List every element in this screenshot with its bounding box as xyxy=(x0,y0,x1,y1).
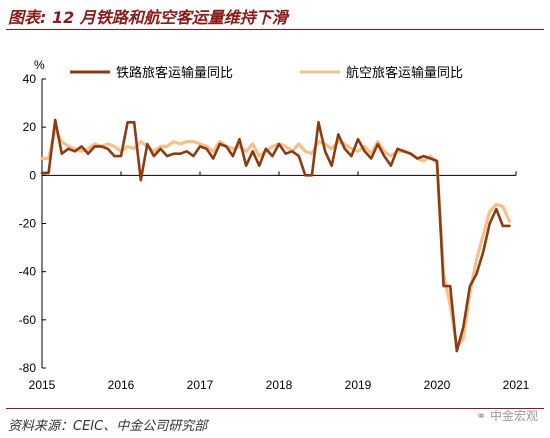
x-tick-label: 2018 xyxy=(266,378,293,392)
x-tick-label: 2016 xyxy=(108,378,135,392)
y-tick-label: 40 xyxy=(23,72,37,86)
series-line-rail xyxy=(40,118,511,353)
source-note: 资料来源：CEIC、中金公司研究部 xyxy=(8,419,208,434)
x-tick-label: 2017 xyxy=(187,378,214,392)
wechat-icon: ⚭ xyxy=(476,409,487,423)
x-tick-label: 2015 xyxy=(29,378,56,392)
y-tick-label: -40 xyxy=(19,265,37,279)
y-tick-label: -60 xyxy=(19,313,37,327)
line-chart: -80 -60 -40 -20 0 20 40% 2015 2016 2017 2018 2019 20… xyxy=(19,58,530,392)
x-tick-label: 2019 xyxy=(345,378,372,392)
x-tick-label: 2021 xyxy=(503,378,530,392)
title-divider xyxy=(6,29,544,30)
series-line-air xyxy=(40,128,511,348)
watermark: ⚭ 中金宏观 xyxy=(476,407,538,424)
legend-label: 铁路旅客运输量同比 xyxy=(116,65,233,81)
chart-title: 图表: 12 月铁路和航空客运量维持下滑 xyxy=(8,8,288,27)
y-unit-label: % xyxy=(34,58,45,72)
y-tick-label: 0 xyxy=(29,168,36,182)
y-tick-label: -80 xyxy=(19,361,37,375)
source-divider xyxy=(6,408,544,409)
y-tick-label: 20 xyxy=(23,120,37,134)
legend-label: 航空旅客运输量同比 xyxy=(346,65,463,81)
watermark-text: 中金宏观 xyxy=(489,409,538,423)
y-tick-label: -20 xyxy=(19,217,37,231)
x-tick-label: 2020 xyxy=(424,378,451,392)
